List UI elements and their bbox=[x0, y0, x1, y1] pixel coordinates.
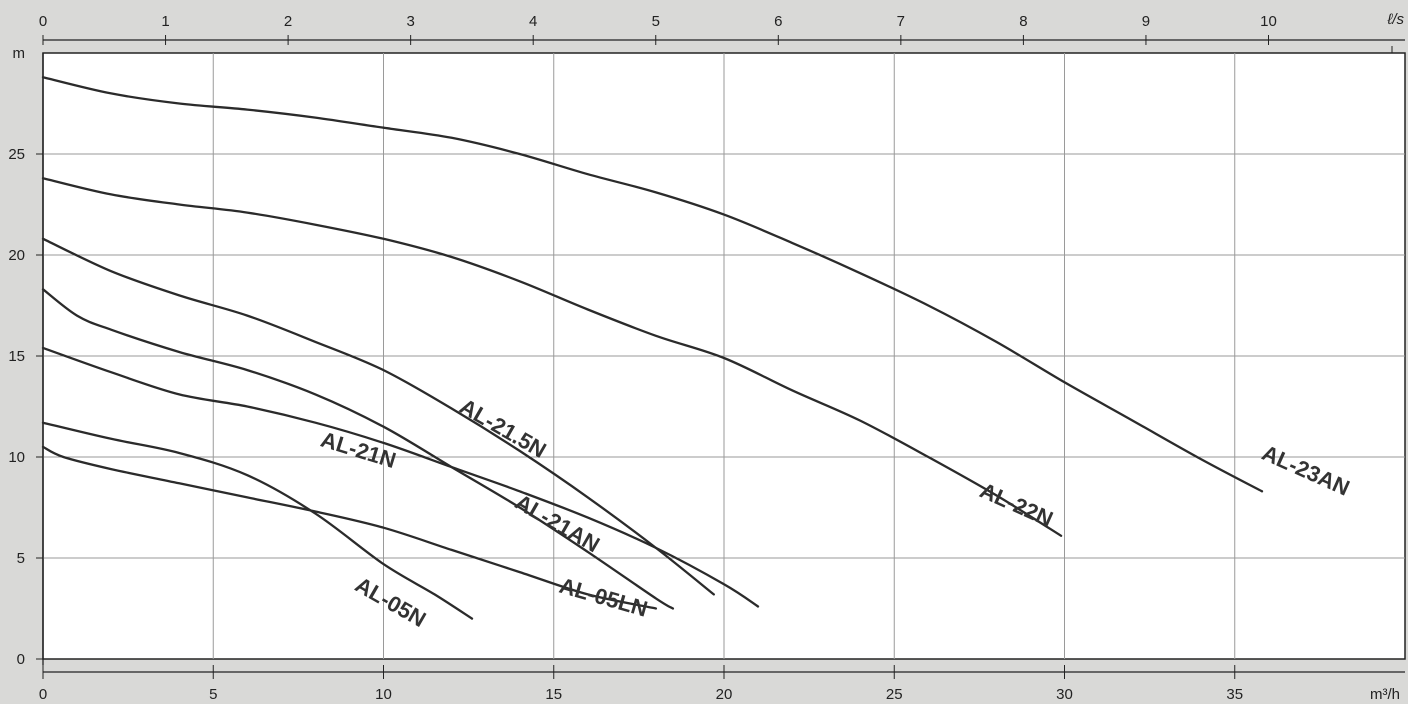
y-axis-unit-label: m bbox=[13, 45, 26, 62]
series-lines bbox=[41, 76, 1264, 620]
x-tick-label: 15 bbox=[545, 686, 562, 703]
top-tick-label: 1 bbox=[161, 13, 169, 30]
x-tick-label: 0 bbox=[39, 686, 47, 703]
x-tick-label: 35 bbox=[1226, 686, 1243, 703]
grid-lines bbox=[43, 53, 1405, 659]
top-tick-label: 8 bbox=[1019, 13, 1027, 30]
series-line-al-23an bbox=[41, 76, 1264, 493]
top-axis-unit-label: ℓ/s bbox=[1386, 11, 1404, 28]
x-tick-label: 10 bbox=[375, 686, 392, 703]
top-tick-label: 3 bbox=[406, 13, 414, 30]
x-tick-label: 20 bbox=[716, 686, 733, 703]
series-line-al-21-5n bbox=[41, 237, 715, 596]
top-tick-label: 5 bbox=[652, 13, 660, 30]
top-tick-label: 7 bbox=[897, 13, 905, 30]
top-tick-label: 6 bbox=[774, 13, 782, 30]
y-tick-label: 10 bbox=[8, 449, 25, 466]
x-tick-label: 5 bbox=[209, 686, 217, 703]
top-tick-label: 10 bbox=[1260, 13, 1277, 30]
x-axis-unit-label: m³/h bbox=[1370, 686, 1400, 703]
series-line-al-05n bbox=[41, 421, 474, 620]
series-line-al-21an bbox=[41, 288, 675, 610]
x-tick-label: 25 bbox=[886, 686, 903, 703]
series-line-al-05ln bbox=[41, 445, 658, 610]
axes bbox=[36, 35, 1405, 679]
y-tick-label: 15 bbox=[8, 348, 25, 365]
series-line-al-22n bbox=[41, 177, 1063, 537]
y-tick-label: 20 bbox=[8, 247, 25, 264]
top-tick-label: 9 bbox=[1142, 13, 1150, 30]
series-line-al-21n bbox=[41, 346, 760, 608]
top-tick-label: 4 bbox=[529, 13, 537, 30]
top-tick-label: 2 bbox=[284, 13, 292, 30]
y-tick-label: 25 bbox=[8, 146, 25, 163]
top-tick-label: 0 bbox=[39, 13, 47, 30]
y-tick-label: 5 bbox=[17, 550, 25, 567]
x-tick-label: 30 bbox=[1056, 686, 1073, 703]
y-tick-label: 0 bbox=[17, 651, 25, 668]
